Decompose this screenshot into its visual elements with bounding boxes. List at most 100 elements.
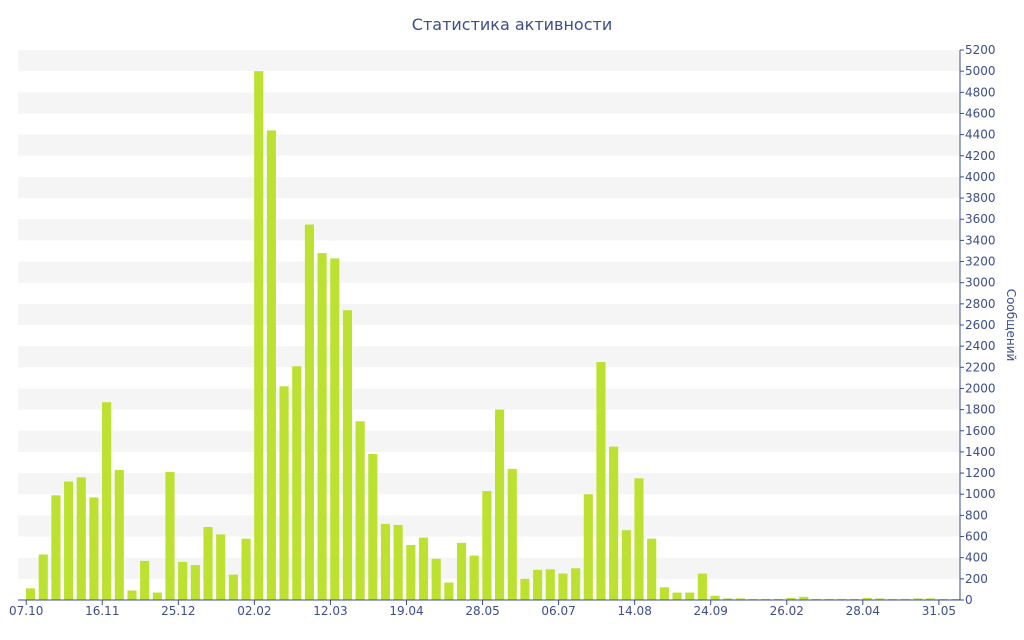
y-tick-label: 4600 — [965, 106, 996, 120]
bar — [837, 598, 847, 600]
y-tick-label: 2000 — [965, 381, 996, 395]
x-tick-label: 24.09 — [694, 604, 728, 618]
bar — [190, 565, 200, 600]
bar — [545, 569, 555, 600]
y-tick-label: 600 — [965, 530, 988, 544]
bar — [571, 568, 581, 600]
bar — [266, 130, 276, 600]
y-tick-label: 1200 — [965, 466, 996, 480]
x-tick-label: 31.05 — [922, 604, 956, 618]
grid-bands — [18, 50, 960, 579]
grid-band — [18, 473, 960, 495]
bar — [38, 554, 48, 600]
grid-band — [18, 92, 960, 114]
y-tick-label: 4400 — [965, 128, 996, 142]
x-ticks: 07.10 16.11 25.12 02.02 12.03 19.04 28.05 06.07… — [9, 600, 956, 618]
bar — [609, 446, 619, 600]
bar — [431, 558, 441, 600]
bar — [634, 478, 644, 600]
bar — [304, 224, 314, 600]
bar — [368, 454, 378, 600]
bar — [380, 523, 391, 600]
grid-band — [18, 346, 960, 368]
bar — [330, 258, 340, 600]
bar — [761, 598, 771, 600]
y-tick-label: 4000 — [965, 170, 996, 184]
bar — [26, 588, 36, 600]
bar — [583, 494, 593, 600]
bar — [925, 598, 936, 600]
bar — [596, 362, 606, 600]
y-tick-label: 400 — [965, 551, 988, 565]
bar — [659, 587, 669, 600]
bar — [811, 598, 822, 600]
bar — [51, 495, 61, 600]
grid-band — [18, 50, 960, 72]
bar — [127, 590, 137, 600]
bar — [89, 497, 99, 600]
y-ticks: 0 200 400 600 800 1000 1200 1400 1600 1800 2000 220… — [960, 43, 996, 607]
bar — [520, 578, 530, 600]
x-tick-label: 07.10 — [9, 604, 43, 618]
bar — [862, 597, 872, 600]
grid-band — [18, 388, 960, 410]
y-tick-label: 3600 — [965, 212, 996, 226]
x-tick-label: 14.08 — [617, 604, 651, 618]
bar — [735, 598, 745, 600]
grid-band — [18, 261, 960, 283]
y-tick-label: 4800 — [965, 85, 996, 99]
x-tick-label: 28.05 — [465, 604, 499, 618]
y-tick-label: 800 — [965, 508, 988, 522]
bar — [875, 598, 885, 600]
y-tick-label: 0 — [965, 593, 973, 607]
bar — [178, 561, 188, 600]
bar — [951, 598, 961, 600]
y-tick-label: 5000 — [965, 64, 996, 78]
bar — [824, 598, 834, 600]
y-tick-label: 2800 — [965, 297, 996, 311]
grid-band — [18, 430, 960, 452]
x-tick-label: 28.04 — [846, 604, 880, 618]
bar — [507, 468, 517, 600]
x-tick-label: 02.02 — [237, 604, 271, 618]
bar — [216, 534, 226, 600]
bar — [685, 592, 695, 600]
bar — [621, 530, 631, 600]
bar — [76, 477, 86, 600]
bar — [317, 253, 327, 600]
bar — [241, 538, 251, 600]
chart-title: Статистика активности — [412, 15, 612, 34]
bar — [748, 598, 758, 600]
bar — [710, 595, 720, 600]
bar — [254, 71, 264, 600]
y-tick-label: 200 — [965, 572, 988, 586]
bar — [495, 409, 505, 600]
x-tick-label: 19.04 — [389, 604, 423, 618]
x-tick-label: 25.12 — [161, 604, 195, 618]
bar — [355, 421, 365, 600]
bar — [152, 592, 162, 600]
bar — [406, 545, 416, 600]
bar — [292, 366, 302, 600]
y-tick-label: 1400 — [965, 445, 996, 459]
bar — [393, 524, 403, 600]
bar — [913, 598, 923, 600]
bar — [938, 598, 948, 600]
grid-band — [18, 219, 960, 241]
bar — [102, 402, 112, 600]
y-tick-label: 3200 — [965, 255, 996, 269]
y-tick-label: 2400 — [965, 339, 996, 353]
y-tick-label: 3400 — [965, 233, 996, 247]
grid-band — [18, 303, 960, 325]
grid-band — [18, 134, 960, 156]
y-tick-label: 3000 — [965, 276, 996, 290]
bar — [418, 537, 429, 600]
y-tick-label: 5200 — [965, 43, 996, 57]
y-tick-label: 3800 — [965, 191, 996, 205]
y-tick-label: 2200 — [965, 360, 996, 374]
bar — [558, 573, 568, 600]
y-tick-label: 4200 — [965, 149, 996, 163]
y-tick-label: 1800 — [965, 403, 996, 417]
bar — [469, 555, 479, 600]
